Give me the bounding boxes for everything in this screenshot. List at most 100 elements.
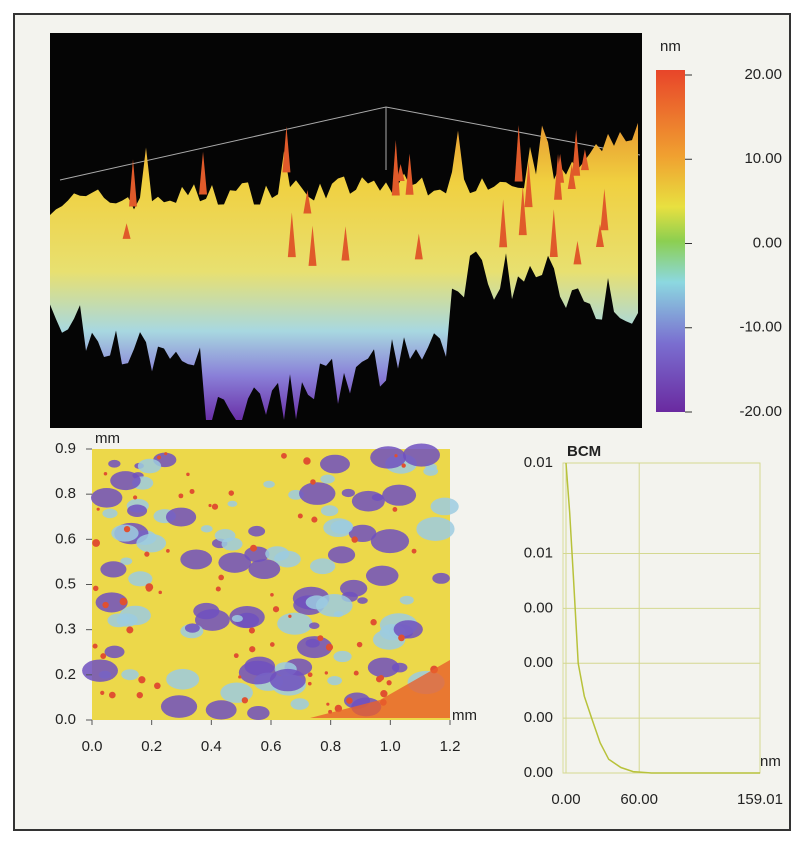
colorbar-unit: nm [660,38,681,55]
map-2d-features [82,443,459,721]
map-blob [120,557,133,565]
map-dot [303,457,311,465]
x-tick-label: 0.00 [551,791,580,808]
y-tick-label: 0.2 [55,666,76,683]
map-dot [324,671,328,675]
surface-spike [396,163,405,182]
map-dot [356,641,363,648]
map-blob [370,446,407,469]
map-blob [367,657,400,678]
map-dot [92,539,100,547]
surface-spike [282,126,291,173]
map-y-unit: mm [95,430,120,447]
x-tick-label: 0.8 [320,738,341,755]
map-dot [100,690,105,695]
surface-spike [595,224,604,247]
surface-spike [308,225,317,266]
surface-spike [556,153,565,183]
y-tick-label: 0.6 [55,530,76,547]
map-blob [263,480,275,488]
map-dot [326,702,330,706]
map-blob [205,700,237,720]
map-blob [194,609,230,631]
surface-spike [518,186,527,236]
y-tick-label: 0.8 [55,485,76,502]
map-dot [186,472,190,477]
map-blob [327,676,343,686]
map-blob [277,612,313,635]
map-dot [351,536,358,543]
map-blob [315,593,353,617]
y-tick-label: 0.00 [524,599,553,616]
map-dot [353,670,359,676]
map-blob [247,705,270,721]
map-dot [144,551,150,557]
map-dot [269,642,275,647]
map-dot [317,635,324,642]
map-blob [248,559,281,580]
map-dot [249,646,256,653]
y-tick-label: 0.01 [524,454,553,471]
bcm-x-unit: nm [760,753,781,770]
map-blob [136,533,167,553]
map-blob [310,558,336,575]
map-blob [330,520,353,535]
y-tick-label: 0.0 [55,711,76,728]
colorbar-tick-label: -10.00 [739,319,782,336]
map-dot [307,672,313,678]
surface-spike [524,161,533,208]
surface-spike [128,159,137,207]
x-tick-label: 1.2 [440,738,461,755]
map-dot [103,471,108,476]
map-blob [402,443,440,467]
map-blob [309,622,320,629]
map-blob [430,497,459,516]
map-blob [274,550,301,568]
map-blob [102,508,118,519]
surface-spike [287,212,296,258]
map-blob [214,529,236,543]
map-dot [241,697,249,704]
surface-body [50,122,638,421]
map-dot [272,606,280,613]
map-blob [218,552,252,573]
map-dot [164,452,168,456]
map-dot [100,653,107,659]
map-dot [92,643,98,649]
x-tick-label: 1.0 [380,738,401,755]
bcm-title: BCM [567,443,601,460]
map-dot [325,643,334,651]
map-dot [189,488,195,494]
map-blob [351,490,385,512]
map-dot [297,513,303,519]
map-blob [128,571,153,587]
y-tick-label: 0.3 [55,621,76,638]
x-tick-label: 60.00 [620,791,658,808]
map-blob [231,615,243,622]
x-tick-label: 159.01 [737,791,783,808]
surface-spike [499,199,508,248]
y-tick-label: 0.5 [55,575,76,592]
surface-spike [303,190,312,214]
map-dot [411,548,417,554]
map-blob [341,488,355,498]
map-dot [233,653,239,659]
map-dot [270,592,274,597]
surface-spike [199,151,208,195]
map-dot [123,525,131,533]
map-dot [238,675,242,679]
map-blob [180,549,213,570]
surface-spike [341,226,350,261]
map-dot [138,676,146,684]
colorbar-tick-label: 0.00 [753,234,782,251]
map-dot [281,452,287,459]
y-tick-label: 0.00 [524,654,553,671]
map-blob [110,471,141,491]
map-blob [200,525,213,533]
map-blob [165,507,197,527]
map-blob [423,466,439,476]
surface-3d [50,122,638,421]
x-tick-label: 0.4 [201,738,222,755]
map-dot [380,690,388,698]
map-blob [100,561,127,578]
